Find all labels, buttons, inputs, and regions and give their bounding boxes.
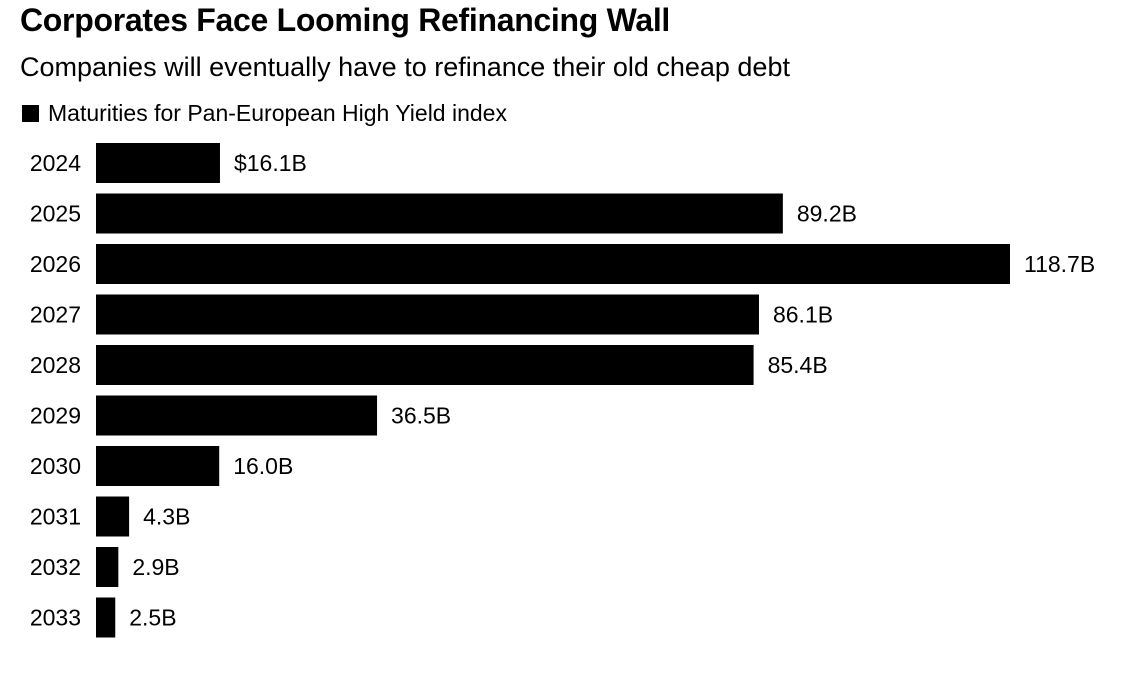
- value-label-2029: 36.5B: [391, 403, 451, 429]
- value-label-2026: 118.7B: [1024, 251, 1095, 277]
- bar-2031: [96, 496, 130, 537]
- value-label-2031: 4.3B: [143, 504, 190, 530]
- category-label-2026: 2026: [30, 251, 81, 277]
- legend-swatch: [22, 105, 39, 122]
- bar-2032: [96, 547, 119, 587]
- chart-title: Corporates Face Looming Refinancing Wall: [20, 2, 671, 38]
- chart-subtitle: Companies will eventually have to refina…: [20, 52, 790, 82]
- bar-2029: [96, 395, 378, 436]
- bar-2025: [96, 193, 783, 234]
- category-label-2030: 2030: [30, 453, 81, 479]
- bar-2024: [96, 143, 220, 183]
- bar-2026: [96, 244, 1010, 284]
- legend: Maturities for Pan-European High Yield i…: [22, 100, 507, 127]
- value-label-2027: 86.1B: [773, 302, 833, 328]
- category-label-2033: 2033: [30, 605, 81, 631]
- category-label-2032: 2032: [30, 554, 81, 580]
- value-label-2025: 89.2B: [797, 201, 857, 227]
- value-label-2024: $16.1B: [234, 150, 307, 176]
- bar-2028: [96, 345, 754, 385]
- value-label-2033: 2.5B: [129, 605, 176, 631]
- legend-label: Maturities for Pan-European High Yield i…: [48, 100, 507, 126]
- category-label-2024: 2024: [30, 150, 81, 176]
- bar-2033: [96, 597, 116, 638]
- bar-2027: [96, 294, 759, 335]
- value-label-2028: 85.4B: [768, 352, 828, 378]
- category-label-2027: 2027: [30, 302, 81, 328]
- category-label-2031: 2031: [30, 504, 81, 530]
- category-label-2025: 2025: [30, 201, 81, 227]
- bar-2030: [96, 446, 220, 486]
- category-label-2028: 2028: [30, 352, 81, 378]
- value-label-2032: 2.9B: [132, 554, 179, 580]
- category-label-2029: 2029: [30, 403, 81, 429]
- value-label-2030: 16.0B: [233, 453, 293, 479]
